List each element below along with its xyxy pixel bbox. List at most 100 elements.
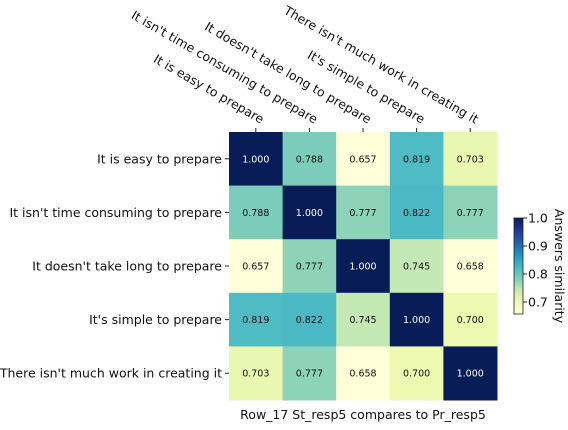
heatmap-cell [336, 185, 391, 240]
row-label: It is easy to prepare [97, 151, 222, 166]
cell-value-label: 0.745 [349, 315, 376, 326]
colorbar-segment [514, 300, 523, 303]
row-label: There isn't much work in creating it [0, 366, 222, 381]
colorbar-segment [514, 292, 523, 295]
heatmap-cell [389, 132, 444, 187]
cell-value-label: 0.777 [349, 208, 376, 219]
cell-value-label: 1.000 [349, 262, 376, 273]
heatmap-cell [282, 292, 337, 347]
cell-value-label: 0.788 [296, 154, 323, 165]
colorbar-frame [513, 217, 524, 315]
colorbar-segment [514, 296, 523, 299]
cell-value-label: 1.000 [403, 315, 430, 326]
cell-value-label: 0.777 [296, 262, 323, 273]
cell-value-label: 0.777 [296, 369, 323, 380]
heatmap-cell [443, 132, 498, 187]
heatmap-cell [336, 239, 391, 294]
colorbar-segment [514, 282, 523, 285]
heatmap-cell [282, 132, 337, 187]
row-labels: It is easy to prepare It isn't time consu… [0, 151, 229, 381]
colorbar-segment [514, 288, 523, 291]
colorbar-segment [514, 264, 523, 267]
heatmap-cell [389, 185, 444, 240]
cell-value-label: 1.000 [296, 208, 323, 219]
colorbar-segment [514, 218, 523, 221]
cell-value-label: 0.819 [403, 154, 430, 165]
colorbar-segment [514, 252, 523, 255]
colorbar-tick-label: 0.9 [528, 238, 548, 253]
heatmap-cell [282, 346, 337, 401]
colorbar-segment [514, 220, 523, 223]
colorbar-segment [514, 274, 523, 277]
colorbar-segment [514, 302, 523, 305]
colorbar-segment [514, 238, 523, 241]
colorbar-segment [514, 228, 523, 231]
colorbar-segment [514, 224, 523, 227]
colorbar-segment [514, 232, 523, 235]
heatmap-cell [443, 292, 498, 347]
colorbar-label: Answers similarity [552, 209, 567, 324]
colorbar-segment [514, 312, 523, 315]
cell-value-label: 0.658 [349, 369, 376, 380]
colorbar-segment [514, 248, 523, 251]
heatmap-cell [229, 132, 284, 187]
colorbar-segment [514, 262, 523, 265]
cell-value-label: 1.000 [242, 154, 269, 165]
cell-value-label: 0.658 [457, 262, 484, 273]
colorbar-segment [514, 294, 523, 297]
colorbar-segment [514, 304, 523, 307]
heatmap-cell [389, 292, 444, 347]
colorbar-tick-label: 0.7 [528, 294, 548, 309]
colorbar-segment [514, 246, 523, 249]
colorbar-segment [514, 242, 523, 245]
heatmap-cell [443, 185, 498, 240]
heatmap-cell [229, 346, 284, 401]
cell-value-label: 0.703 [242, 369, 269, 380]
heatmap-cell [282, 185, 337, 240]
cell-value-label: 0.745 [403, 262, 430, 273]
colorbar-segment [514, 240, 523, 243]
colorbar: 0.7 0.8 0.9 1.0 [513, 211, 548, 315]
colorbar-segment [514, 276, 523, 279]
colorbar-segment [514, 290, 523, 293]
cell-value-label: 0.657 [242, 262, 269, 273]
colorbar-segment [514, 258, 523, 261]
cell-value-label: 0.822 [403, 208, 430, 219]
colorbar-segment [514, 280, 523, 283]
cell-value-label: 0.657 [349, 154, 376, 165]
colorbar-segment [514, 226, 523, 229]
colorbar-segment [514, 284, 523, 287]
colorbar-segment [514, 244, 523, 247]
cell-value-label: 0.777 [457, 208, 484, 219]
colorbar-segment [514, 250, 523, 253]
colorbar-segment [514, 306, 523, 309]
row-label: It's simple to prepare [89, 312, 222, 327]
colorbar-segment [514, 230, 523, 233]
x-axis-label: Row_17 St_resp5 compares to Pr_resp5 [240, 407, 486, 422]
heatmap-cell [336, 292, 391, 347]
colorbar-segment [514, 298, 523, 301]
row-label: It isn't time consuming to prepare [9, 205, 222, 220]
colorbar-segment [514, 308, 523, 311]
colorbar-tick-label: 0.8 [528, 266, 548, 281]
colorbar-segment [514, 270, 523, 273]
cell-value-label: 0.788 [242, 208, 269, 219]
cell-value-label: 0.822 [296, 315, 323, 326]
cell-value-label: 0.700 [403, 369, 430, 380]
row-label: It doesn't take long to prepare [32, 259, 222, 274]
heatmap-cell [336, 346, 391, 401]
cell-value-label: 0.700 [457, 315, 484, 326]
colorbar-segment [514, 272, 523, 275]
colorbar-segment [514, 310, 523, 313]
colorbar-segment [514, 266, 523, 269]
cell-value-label: 0.703 [457, 154, 484, 165]
colorbar-segment [514, 234, 523, 237]
heatmap-cell [282, 239, 337, 294]
heatmap-cell [443, 239, 498, 294]
colorbar-segment [514, 222, 523, 225]
heatmap-cell [229, 185, 284, 240]
heatmap-cells: 1.000 0.788 0.657 0.819 0.703 0.788 1.000 0.777… [229, 132, 498, 401]
colorbar-segment [514, 286, 523, 289]
